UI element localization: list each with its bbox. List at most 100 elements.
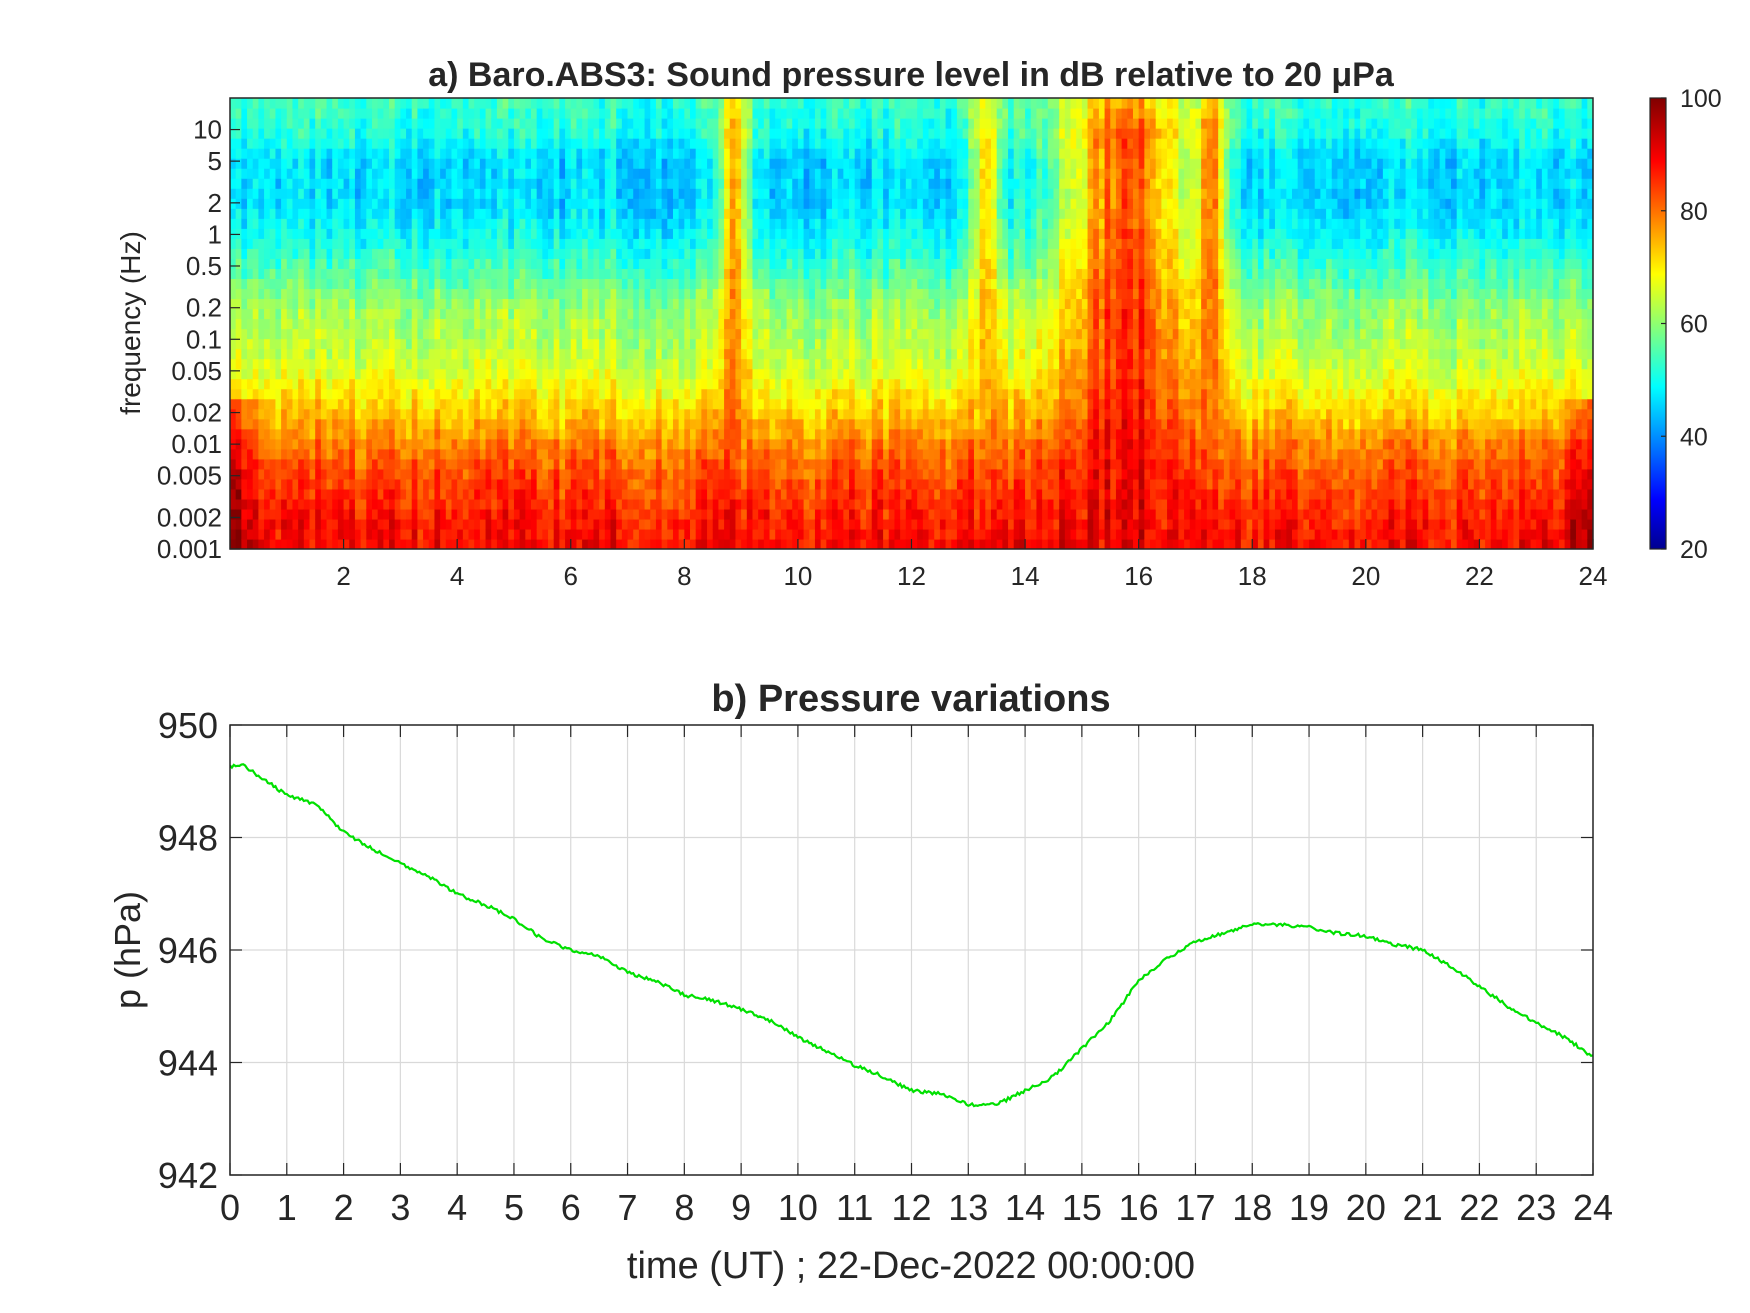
- heatmap-cell: [696, 419, 702, 430]
- heatmap-cell: [264, 108, 270, 119]
- heatmap-cell: [701, 369, 707, 380]
- heatmap-cell: [565, 118, 571, 129]
- heatmap-cell: [628, 218, 634, 229]
- heatmap-cell: [321, 248, 327, 259]
- heatmap-cell: [247, 439, 253, 450]
- heatmap-cell: [327, 449, 333, 460]
- heatmap-cell: [741, 479, 747, 490]
- heatmap-cell: [809, 359, 815, 370]
- heatmap-cell: [696, 168, 702, 179]
- heatmap-cell: [423, 318, 429, 329]
- heatmap-cell: [412, 509, 418, 520]
- heatmap-cell: [366, 288, 372, 299]
- heatmap-cell: [264, 539, 270, 550]
- heatmap-cell: [599, 308, 605, 319]
- heatmap-cell: [804, 349, 810, 360]
- heatmap-cell: [611, 419, 617, 430]
- heatmap-cell: [440, 439, 446, 450]
- heatmap-cell: [758, 449, 764, 460]
- heatmap-cell: [486, 208, 492, 219]
- heatmap-cell: [469, 278, 475, 289]
- heatmap-cell: [611, 158, 617, 169]
- heatmap-cell: [843, 218, 849, 229]
- heatmap-cell: [798, 128, 804, 139]
- heatmap-cell: [361, 268, 367, 279]
- heatmap-cell: [616, 278, 622, 289]
- heatmap-cell: [440, 178, 446, 189]
- heatmap-cell: [349, 409, 355, 420]
- heatmap-cell: [764, 339, 770, 350]
- heatmap-cell: [576, 329, 582, 340]
- heatmap-cell: [253, 108, 259, 119]
- heatmap-cell: [849, 349, 855, 360]
- heatmap-cell: [372, 479, 378, 490]
- heatmap-cell: [332, 218, 338, 229]
- heatmap-cell: [758, 148, 764, 159]
- heatmap-cell: [645, 519, 651, 530]
- heatmap-cell: [508, 389, 514, 400]
- heatmap-cell: [423, 459, 429, 470]
- heatmap-cell: [344, 128, 350, 139]
- heatmap-cell: [815, 128, 821, 139]
- heatmap-cell: [747, 278, 753, 289]
- heatmap-cell: [434, 158, 440, 169]
- heatmap-cell: [645, 308, 651, 319]
- heatmap-cell: [451, 529, 457, 540]
- heatmap-cell: [713, 218, 719, 229]
- heatmap-cell: [559, 539, 565, 550]
- heatmap-cell: [588, 248, 594, 259]
- heatmap-cell: [457, 439, 463, 450]
- heatmap-cell: [457, 138, 463, 149]
- heatmap-cell: [372, 359, 378, 370]
- heatmap-cell: [292, 519, 298, 530]
- heatmap-cell: [752, 198, 758, 209]
- heatmap-cell: [775, 158, 781, 169]
- heatmap-cell: [457, 469, 463, 480]
- heatmap-cell: [338, 268, 344, 279]
- heatmap-cell: [770, 449, 776, 460]
- heatmap-cell: [576, 539, 582, 550]
- heatmap-cell: [792, 158, 798, 169]
- heatmap-cell: [764, 419, 770, 430]
- heatmap-cell: [253, 98, 259, 109]
- heatmap-cell: [633, 409, 639, 420]
- heatmap-cell: [690, 108, 696, 119]
- heatmap-cell: [798, 359, 804, 370]
- heatmap-cell: [639, 429, 645, 440]
- heatmap-cell: [565, 499, 571, 510]
- heatmap-cell: [366, 118, 372, 129]
- heatmap-cell: [628, 158, 634, 169]
- heatmap-cell: [826, 409, 832, 420]
- heatmap-cell: [457, 359, 463, 370]
- heatmap-cell: [548, 429, 554, 440]
- heatmap-cell: [764, 369, 770, 380]
- heatmap-cell: [565, 208, 571, 219]
- heatmap-cell: [463, 118, 469, 129]
- heatmap-cell: [332, 208, 338, 219]
- heatmap-cell: [565, 389, 571, 400]
- heatmap-cell: [253, 449, 259, 460]
- heatmap-cell: [565, 419, 571, 430]
- heatmap-cell: [253, 138, 259, 149]
- heatmap-cell: [622, 509, 628, 520]
- heatmap-cell: [423, 469, 429, 480]
- heatmap-cell: [679, 188, 685, 199]
- heatmap-cell: [275, 288, 281, 299]
- heatmap-cell: [741, 108, 747, 119]
- heatmap-cell: [247, 268, 253, 279]
- heatmap-cell: [383, 489, 389, 500]
- heatmap-cell: [531, 268, 537, 279]
- heatmap-cell: [264, 369, 270, 380]
- heatmap-cell: [275, 278, 281, 289]
- heatmap-cell: [707, 158, 713, 169]
- heatmap-cell: [372, 168, 378, 179]
- heatmap-cell: [832, 128, 838, 139]
- heatmap-cell: [662, 489, 668, 500]
- heatmap-cell: [843, 238, 849, 249]
- heatmap-cell: [423, 148, 429, 159]
- heatmap-cell: [804, 489, 810, 500]
- heatmap-cell: [628, 439, 634, 450]
- heatmap-cell: [457, 419, 463, 430]
- heatmap-cell: [605, 108, 611, 119]
- heatmap-cell: [349, 459, 355, 470]
